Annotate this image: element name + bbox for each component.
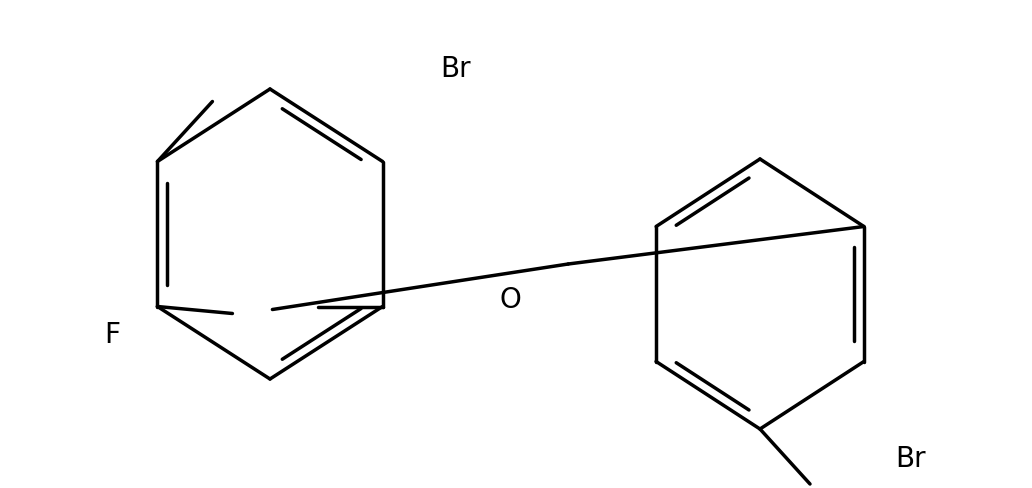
Text: O: O	[499, 285, 521, 313]
Text: Br: Br	[895, 444, 926, 472]
Text: Br: Br	[440, 55, 471, 83]
Text: F: F	[104, 320, 120, 348]
